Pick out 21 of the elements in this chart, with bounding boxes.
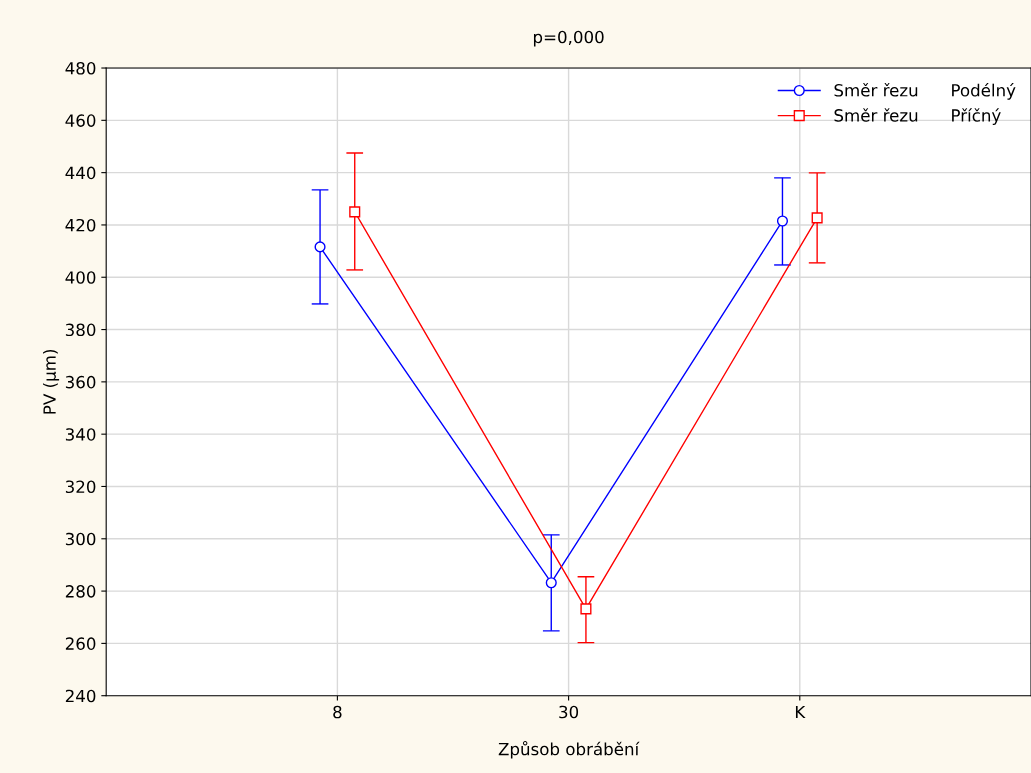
y-tick-label: 240: [65, 689, 96, 703]
y-tick-label: 280: [65, 585, 96, 598]
y-tick-label: 300: [65, 532, 96, 546]
y-tick-label: 360: [65, 375, 96, 389]
y-tick-label: 440: [65, 166, 96, 180]
chart-title: p=0,000: [533, 30, 604, 47]
y-tick-label: 460: [65, 114, 96, 127]
y-tick-label: 480: [65, 61, 96, 75]
y-tick-label: 320: [65, 480, 96, 494]
x-axis-title: Způsob obrábění: [498, 741, 640, 759]
y-tick-label: 260: [65, 637, 96, 650]
x-tick-label: 8: [333, 705, 342, 719]
legend-label: Směr řezu Příčný: [834, 108, 1001, 125]
y-axis-title: PV (µm): [42, 350, 60, 414]
y-tick-label: 400: [65, 271, 96, 284]
y-tick-label: 340: [65, 428, 96, 441]
x-tick-label: 30: [559, 705, 579, 719]
legend-label: Směr řezu Podélný: [834, 83, 1016, 100]
y-tick-label: 380: [65, 323, 96, 337]
y-tick-label: 420: [65, 218, 96, 232]
x-tick-label: K: [795, 705, 806, 719]
